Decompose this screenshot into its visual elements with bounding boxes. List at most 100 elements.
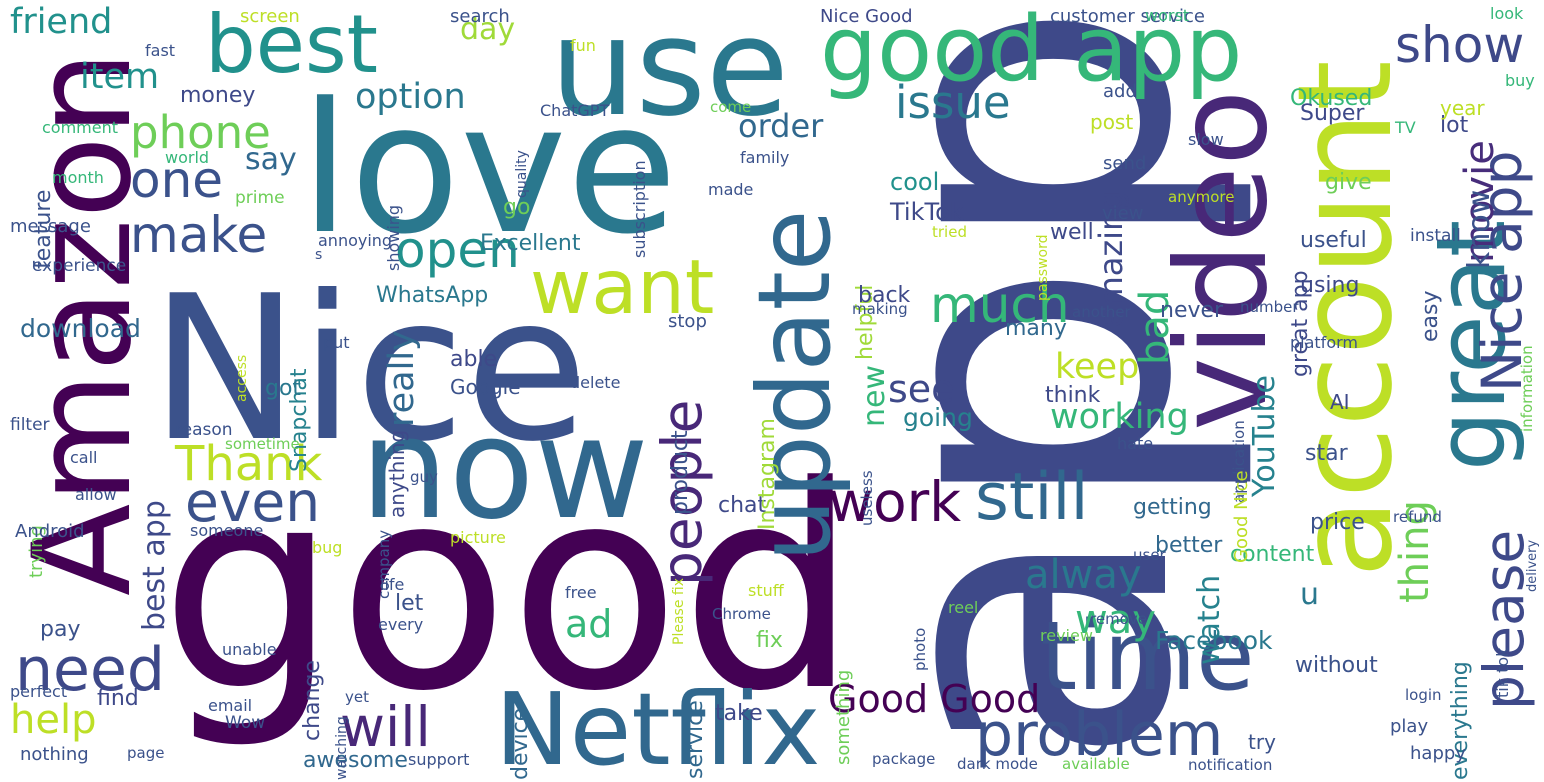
word-youtube: YouTube: [1247, 375, 1282, 497]
word-good-good: Good Good: [828, 677, 1041, 721]
word-password: password: [1035, 234, 1051, 301]
word-fast: fast: [145, 41, 176, 60]
word-slow: slow: [1188, 130, 1224, 149]
word-stop: stop: [668, 311, 707, 332]
word-unable: unable: [222, 640, 277, 659]
word-want: want: [530, 243, 715, 331]
word-easy: easy: [1418, 290, 1443, 343]
word-stuff: stuff: [748, 581, 784, 600]
word-still: still: [975, 460, 1089, 535]
word-number: number: [1240, 298, 1299, 316]
word-showing: showing: [384, 204, 403, 271]
word-information: information: [1518, 345, 1536, 432]
word-made: made: [708, 180, 754, 199]
word-free: free: [565, 583, 597, 602]
word-one: one: [130, 151, 224, 209]
word-instagram: Instagram: [755, 418, 780, 530]
word-u: u: [1300, 577, 1320, 612]
word-facebook: Facebook: [1155, 626, 1273, 655]
word-take: take: [715, 701, 763, 726]
word-without: without: [1295, 653, 1378, 678]
word-excellent: Excellent: [480, 231, 581, 256]
word-making: making: [852, 300, 908, 318]
word-fun: fun: [570, 36, 596, 55]
word-world: world: [165, 148, 210, 167]
word-dark-mode: dark mode: [957, 755, 1038, 773]
word-tik-tok: tik tok: [1493, 647, 1512, 698]
word-experience: experience: [32, 256, 127, 276]
word-thank: Thank: [175, 436, 323, 492]
word-lot: lot: [1440, 113, 1469, 138]
word-awesome: awesome: [303, 748, 408, 773]
word-useless: useless: [858, 470, 876, 526]
word-keep: keep: [1055, 347, 1140, 387]
word-try: try: [1248, 730, 1276, 754]
word-working: working: [1050, 397, 1189, 437]
word-go: go: [503, 195, 531, 220]
word-delete: delete: [570, 373, 621, 392]
word-reel: reel: [948, 598, 979, 617]
word-able: able: [450, 347, 498, 372]
word-know: know: [1462, 189, 1497, 269]
word-open: open: [395, 221, 520, 279]
word-say: say: [245, 142, 297, 177]
word-put: put: [323, 333, 350, 352]
word-use: use: [550, 0, 789, 146]
word-refund: refund: [1393, 508, 1442, 526]
word-life: life: [380, 575, 405, 594]
word-wow: Wow: [225, 713, 266, 733]
word-filter: filter: [10, 415, 50, 435]
word-time: time: [1040, 602, 1255, 712]
word-yet: yet: [345, 688, 369, 706]
word-useful: useful: [1300, 228, 1367, 253]
word-s: s: [315, 247, 323, 263]
word-nice-good: Nice Good: [820, 6, 913, 27]
word-login: login: [1405, 686, 1442, 704]
word-netflix: Netflix: [495, 671, 821, 782]
word-option: option: [355, 77, 466, 117]
word-chrome: Chrome: [712, 605, 771, 623]
word-pay: pay: [40, 617, 81, 642]
word-phone: phone: [130, 106, 271, 159]
word-prime: prime: [235, 188, 285, 208]
word-now: now: [360, 388, 649, 551]
word-please-fix: Please fix: [671, 578, 687, 645]
word-page: page: [127, 744, 165, 762]
word-subscription: subscription: [630, 160, 649, 258]
word-order: order: [738, 107, 824, 145]
word-access: access: [234, 354, 250, 402]
word-alway: alway: [1025, 552, 1142, 598]
word-ai: AI: [1330, 390, 1350, 414]
word-make: make: [130, 206, 268, 264]
word-screen: screen: [240, 6, 300, 27]
word-work: work: [828, 470, 962, 534]
word-got: got: [265, 376, 302, 401]
word-come: come: [710, 98, 752, 116]
word-service: service: [683, 700, 708, 779]
word-back: back: [858, 283, 911, 308]
word-way: way: [1075, 597, 1156, 643]
word-help: help: [10, 697, 97, 743]
word-never: never: [1160, 298, 1224, 323]
word-need: need: [15, 635, 165, 705]
word-support: support: [408, 750, 470, 769]
word-worst: worst: [1145, 6, 1190, 25]
word-allow: allow: [75, 485, 117, 504]
word-photo: photo: [911, 627, 929, 671]
word-platform: platform: [1290, 333, 1358, 352]
word-buy: buy: [1505, 71, 1535, 90]
word-user: user: [1133, 546, 1166, 564]
word-good-nice: Good Nice: [1231, 470, 1252, 563]
word-issue: issue: [895, 76, 1011, 129]
word-post: post: [1090, 110, 1134, 134]
word-hate: hate: [1117, 434, 1154, 453]
word-send: send: [1103, 153, 1147, 174]
word-family: family: [740, 148, 790, 167]
word-month: month: [52, 168, 104, 187]
word-show: show: [1395, 16, 1525, 74]
word-another: another: [1072, 303, 1131, 321]
word-install: install: [1410, 226, 1461, 246]
word-guy: guy: [410, 468, 438, 486]
word-someone: someone: [190, 521, 264, 540]
word-remove: remove: [1090, 610, 1147, 628]
